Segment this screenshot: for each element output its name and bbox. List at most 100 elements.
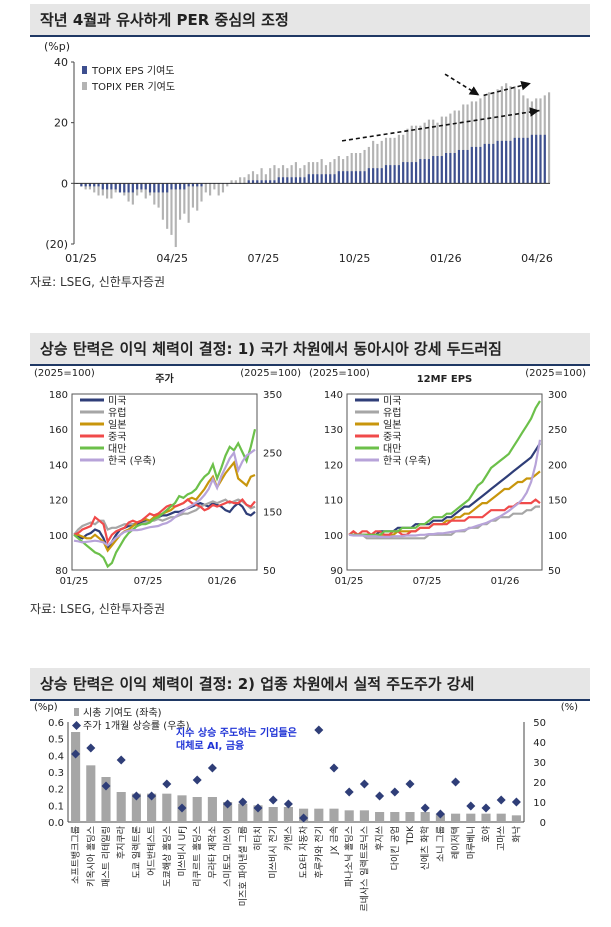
contribution-bar	[451, 813, 461, 822]
contribution-bar	[420, 812, 430, 822]
series-line-중국	[348, 498, 541, 537]
per-bar	[329, 162, 332, 184]
return-marker	[420, 803, 430, 813]
y2-tick-label: 200	[548, 460, 567, 471]
contribution-bar	[223, 802, 233, 822]
per-bar	[157, 183, 160, 208]
eps-bar	[157, 183, 160, 193]
per-bar	[436, 122, 439, 184]
chart3-root: (2025=100) (2025=100) 12MF EPS 140 130 120 110…	[309, 368, 586, 587]
return-marker	[71, 749, 81, 759]
chart4-root: (%p) (%) 0.6 0.5 0.4 0.3 0.2 0.1 0.0 50 40 30 20 10 0 소…	[34, 702, 578, 912]
per-bar	[226, 183, 229, 187]
y-axis-unit: (%p)	[44, 40, 70, 53]
eps-bar	[505, 140, 508, 184]
y2-tick-label: 350	[263, 390, 282, 401]
per-bar	[337, 156, 340, 184]
legend-label: 미국	[108, 395, 126, 407]
return-marker	[405, 779, 415, 789]
left-axis-label: (2025=100)	[309, 368, 370, 379]
y-tick-label: 0.2	[48, 785, 64, 796]
category-label: 키엔스	[283, 826, 294, 851]
per-bar	[239, 177, 242, 184]
eps-bar	[389, 165, 392, 184]
per-bar	[97, 183, 100, 196]
contribution-bar	[466, 813, 476, 822]
eps-bar	[509, 140, 512, 184]
eps-bar	[106, 183, 109, 190]
category-label: 미쓰비시 UFJ	[177, 826, 188, 876]
contribution-bar	[390, 812, 400, 822]
return-marker	[177, 803, 187, 813]
eps-bar	[307, 174, 310, 184]
legend-label: TOPIX EPS 기여도	[91, 65, 174, 77]
eps-bar	[453, 153, 456, 184]
y2-tick-label: 150	[263, 507, 282, 518]
y-tick-label: 140	[324, 390, 343, 401]
per-bar	[299, 168, 302, 184]
per-bar	[475, 101, 478, 184]
eps-bar	[294, 177, 297, 184]
x-tick-label: 01/26	[491, 576, 520, 587]
category-label: 화낙	[511, 826, 522, 843]
eps-bar	[303, 177, 306, 184]
eps-bar	[153, 183, 156, 193]
per-bar	[286, 168, 289, 184]
y2-tick-label: 50	[548, 566, 561, 577]
eps-bar	[161, 183, 164, 193]
legend-label: 한국 (우축)	[108, 455, 156, 467]
y2-tick-label: 50	[263, 566, 276, 577]
per-bar	[110, 183, 113, 199]
return-marker	[223, 799, 233, 809]
per-bar	[277, 168, 280, 184]
eps-bar	[530, 134, 533, 184]
eps-bar	[247, 180, 250, 184]
contribution-bar	[268, 807, 278, 822]
per-bar	[178, 183, 182, 220]
eps-bar	[324, 174, 328, 184]
contribution-bar	[329, 808, 339, 822]
eps-bar	[376, 168, 379, 184]
contribution-bar	[253, 805, 263, 822]
series-line-대만	[349, 400, 541, 536]
x-tick-label: 04/25	[156, 252, 188, 265]
eps-bar	[256, 180, 259, 184]
per-bar	[419, 125, 422, 184]
category-label: 히타치	[252, 826, 264, 851]
y-tick-label: 0.0	[48, 818, 64, 829]
return-marker	[192, 775, 202, 785]
eps-bar	[522, 137, 525, 184]
per-bar	[166, 183, 169, 229]
eps-bar	[397, 165, 400, 184]
legend-swatch-marker	[72, 721, 81, 730]
x-tick-label: 01/25	[335, 576, 364, 587]
y2-tick-label: 50	[533, 718, 546, 729]
x-tick-label: 01/26	[430, 252, 462, 265]
legend-label: 유럽	[383, 407, 401, 419]
x-tick-label: 01/25	[60, 576, 89, 587]
category-label: 신에츠 화학	[420, 826, 431, 870]
contribution-bar	[71, 732, 81, 822]
per-bar	[106, 183, 109, 199]
per-bar	[333, 159, 336, 184]
per-bar	[294, 162, 297, 184]
category-label: 도쿄 일렉트론	[131, 826, 142, 879]
per-bar	[281, 165, 285, 184]
legend-label: 시총 기여도 (좌축)	[83, 707, 162, 719]
return-marker	[329, 763, 339, 773]
per-bar	[303, 165, 306, 184]
right-axis-label: (2025=100)	[240, 368, 301, 379]
per-bar	[187, 183, 190, 223]
section-title-2: 상승 탄력은 이익 체력이 결정: 1) 국가 차원에서 동아시아 강세 두드러…	[30, 333, 590, 366]
per-bar	[389, 137, 392, 184]
series-line-미국	[73, 501, 256, 552]
y-tick-label: 110	[324, 496, 343, 507]
per-bar	[380, 140, 383, 184]
y2-tick-label: 250	[548, 425, 567, 436]
eps-bar	[277, 177, 280, 184]
eps-bar	[320, 174, 323, 184]
per-bar	[247, 174, 250, 184]
per-bar	[483, 95, 486, 184]
per-bar	[161, 183, 164, 220]
eps-bar	[123, 183, 126, 193]
